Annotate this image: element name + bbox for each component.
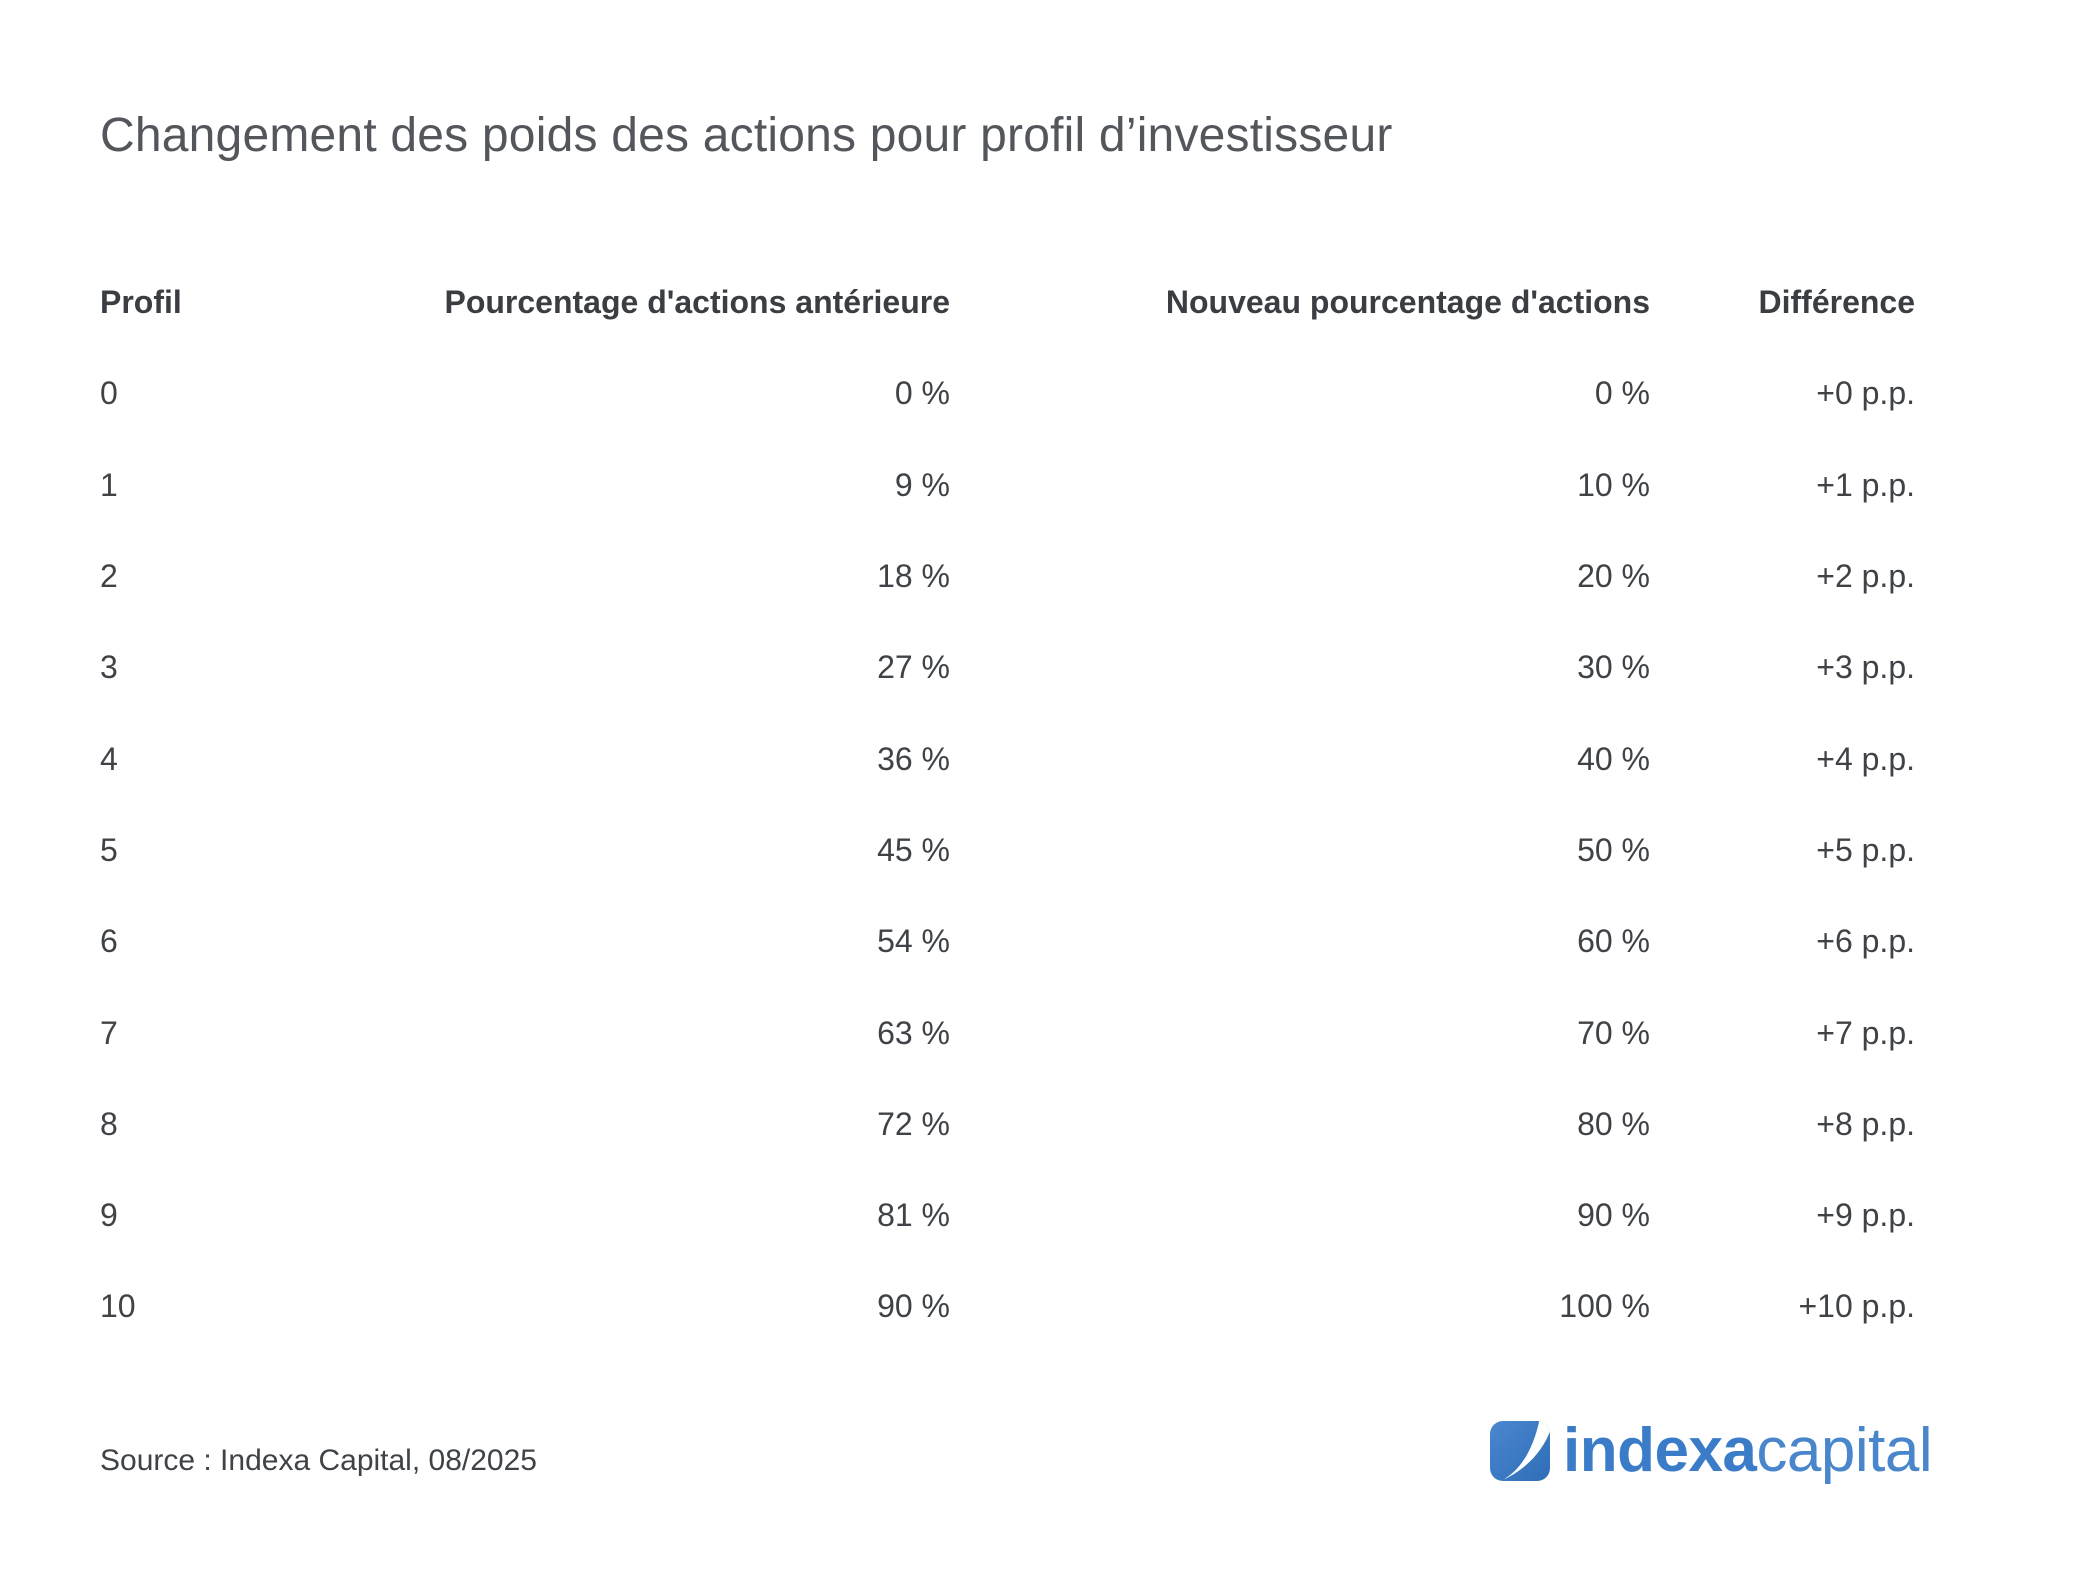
brand-name-light: capital bbox=[1756, 1416, 1933, 1485]
cell-profil: 8 bbox=[100, 1105, 118, 1142]
cell-old-percentage: 9 % bbox=[894, 466, 950, 503]
table-row: 10 90 % 100 % +10 p.p. bbox=[100, 1261, 1915, 1352]
cell-new-percentage: 70 % bbox=[1577, 1014, 1650, 1051]
cell-profil: 10 bbox=[100, 1288, 136, 1325]
cell-new-percentage: 90 % bbox=[1577, 1197, 1650, 1234]
cell-difference: +1 p.p. bbox=[1816, 466, 1915, 503]
column-header-old-percentage: Pourcentage d'actions antérieure bbox=[444, 284, 950, 321]
cell-old-percentage: 63 % bbox=[877, 1014, 950, 1051]
page-title: Changement des poids des actions pour pr… bbox=[100, 109, 1393, 162]
cell-old-percentage: 45 % bbox=[877, 831, 950, 868]
table-row: 4 36 % 40 % +4 p.p. bbox=[100, 713, 1915, 804]
cell-new-percentage: 80 % bbox=[1577, 1105, 1650, 1142]
brand-name-bold: indexa bbox=[1563, 1416, 1757, 1485]
cell-difference: +0 p.p. bbox=[1816, 375, 1915, 412]
cell-profil: 5 bbox=[100, 831, 118, 868]
cell-old-percentage: 72 % bbox=[877, 1105, 950, 1142]
cell-old-percentage: 18 % bbox=[877, 558, 950, 595]
cell-new-percentage: 20 % bbox=[1577, 558, 1650, 595]
cell-old-percentage: 36 % bbox=[877, 740, 950, 777]
profiles-table: Profil Pourcentage d'actions antérieure … bbox=[100, 257, 1915, 1353]
cell-difference: +2 p.p. bbox=[1816, 558, 1915, 595]
cell-profil: 6 bbox=[100, 923, 118, 960]
table-row: 0 0 % 0 % +0 p.p. bbox=[100, 348, 1915, 439]
cell-old-percentage: 27 % bbox=[877, 649, 950, 686]
cell-profil: 3 bbox=[100, 649, 118, 686]
brand-logo: indexacapital bbox=[1490, 1418, 1933, 1484]
cell-difference: +7 p.p. bbox=[1816, 1014, 1915, 1051]
cell-difference: +8 p.p. bbox=[1816, 1105, 1915, 1142]
brand-wordmark: indexacapital bbox=[1563, 1420, 1933, 1482]
cell-difference: +9 p.p. bbox=[1816, 1197, 1915, 1234]
cell-old-percentage: 0 % bbox=[894, 375, 950, 412]
cell-difference: +4 p.p. bbox=[1816, 740, 1915, 777]
cell-old-percentage: 54 % bbox=[877, 923, 950, 960]
cell-profil: 0 bbox=[100, 375, 118, 412]
cell-difference: +10 p.p. bbox=[1798, 1288, 1915, 1325]
table-row: 6 54 % 60 % +6 p.p. bbox=[100, 896, 1915, 987]
table-row: 2 18 % 20 % +2 p.p. bbox=[100, 531, 1915, 622]
column-header-difference: Différence bbox=[1758, 284, 1916, 321]
indexa-logo-icon bbox=[1490, 1421, 1550, 1481]
cell-profil: 2 bbox=[100, 558, 118, 595]
cell-new-percentage: 10 % bbox=[1577, 466, 1650, 503]
cell-new-percentage: 100 % bbox=[1559, 1288, 1650, 1325]
table-body: 0 0 % 0 % +0 p.p. 1 9 % 10 % +1 p.p. 2 1… bbox=[100, 348, 1915, 1352]
source-note: Source : Indexa Capital, 08/2025 bbox=[100, 1444, 537, 1477]
table-header-row: Profil Pourcentage d'actions antérieure … bbox=[100, 257, 1915, 348]
cell-new-percentage: 60 % bbox=[1577, 923, 1650, 960]
cell-difference: +3 p.p. bbox=[1816, 649, 1915, 686]
table-row: 7 63 % 70 % +7 p.p. bbox=[100, 987, 1915, 1078]
cell-new-percentage: 50 % bbox=[1577, 831, 1650, 868]
cell-new-percentage: 40 % bbox=[1577, 740, 1650, 777]
table-row: 3 27 % 30 % +3 p.p. bbox=[100, 622, 1915, 713]
cell-profil: 1 bbox=[100, 466, 118, 503]
cell-new-percentage: 0 % bbox=[1594, 375, 1650, 412]
table-row: 1 9 % 10 % +1 p.p. bbox=[100, 440, 1915, 531]
column-header-new-percentage: Nouveau pourcentage d'actions bbox=[1165, 284, 1650, 321]
table-row: 8 72 % 80 % +8 p.p. bbox=[100, 1079, 1915, 1170]
cell-profil: 4 bbox=[100, 740, 118, 777]
table-row: 9 81 % 90 % +9 p.p. bbox=[100, 1170, 1915, 1261]
cell-difference: +5 p.p. bbox=[1816, 831, 1915, 868]
cell-profil: 9 bbox=[100, 1197, 118, 1234]
cell-old-percentage: 90 % bbox=[877, 1288, 950, 1325]
column-header-profil: Profil bbox=[100, 284, 182, 321]
cell-difference: +6 p.p. bbox=[1816, 923, 1915, 960]
table-row: 5 45 % 50 % +5 p.p. bbox=[100, 805, 1915, 896]
cell-new-percentage: 30 % bbox=[1577, 649, 1650, 686]
cell-profil: 7 bbox=[100, 1014, 118, 1051]
cell-old-percentage: 81 % bbox=[877, 1197, 950, 1234]
